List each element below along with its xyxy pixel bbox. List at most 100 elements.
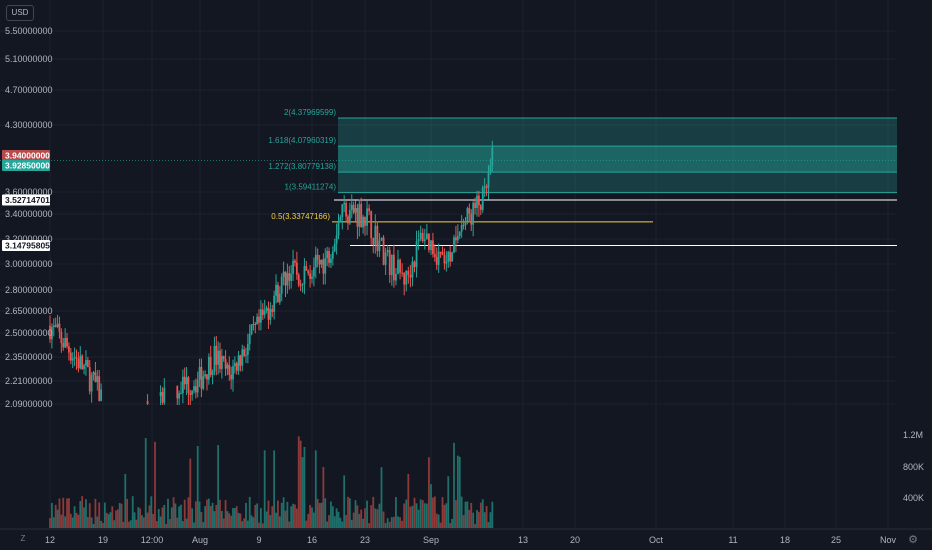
volume-bar [178, 506, 180, 528]
volume-bar [262, 523, 264, 528]
time-axis[interactable]: 12 19 12:00 Aug 9 16 23 Sep 13 20 Oct 11 18 25 Nov [45, 535, 897, 545]
candle-body [160, 392, 162, 396]
volume-bar [430, 484, 432, 528]
candle-body [245, 355, 247, 356]
candle-body [315, 255, 317, 268]
candle-body [300, 285, 302, 286]
volume-bar [426, 503, 428, 528]
volume-bar [324, 498, 326, 528]
volume-bar [370, 505, 372, 528]
candle-body [292, 261, 294, 274]
candle-body [302, 284, 304, 285]
volume-bar [482, 499, 484, 528]
candle-body [391, 255, 393, 275]
volume-bar [60, 515, 62, 528]
candle-body [442, 252, 444, 255]
volume-bar [186, 519, 188, 528]
volume-bar [268, 500, 270, 528]
volume-bar [96, 517, 98, 528]
candle-body [397, 260, 399, 274]
volume-bar [245, 503, 247, 528]
candle-body [64, 338, 66, 347]
volume-bar [147, 513, 149, 528]
candle-body [53, 325, 55, 327]
candle-body [83, 365, 85, 369]
volume-bar [351, 520, 353, 528]
candle-body [199, 367, 201, 380]
volume-bar [247, 521, 249, 528]
volume-bar [150, 496, 152, 528]
volume-bar [362, 519, 364, 528]
volume-bar [405, 500, 407, 528]
candle-body [364, 217, 366, 226]
candle-body [366, 208, 368, 225]
price-tick-label: 5.50000000 [5, 26, 53, 36]
volume-bar [315, 450, 317, 528]
candle-body [313, 268, 315, 277]
volume-bar [468, 510, 470, 528]
price-tick-label: 2.80000000 [5, 285, 53, 295]
candle-body [434, 254, 436, 257]
candle-body [326, 251, 328, 258]
candle-body [309, 273, 311, 279]
candle-body [243, 349, 245, 356]
volume-bar [286, 502, 288, 528]
fib-level-label: 1.618(4.07960319) [268, 136, 336, 145]
candle-body [95, 372, 97, 382]
volume-bar [176, 518, 178, 528]
volume-bar [339, 518, 341, 528]
candle-body [317, 255, 319, 260]
candle-body [430, 240, 432, 250]
price-axis[interactable]: 5.50000000 5.10000000 4.70000000 4.30000000… [5, 26, 53, 409]
volume-bar [418, 510, 420, 528]
volume-bar [182, 521, 184, 528]
volume-bar [228, 513, 230, 528]
volume-bar [281, 503, 283, 528]
volume-bar [275, 513, 277, 528]
candle-body [403, 273, 405, 285]
volume-bar [57, 510, 59, 528]
fib-level-label: 0.5(3.33747166) [271, 212, 330, 221]
volume-bar [285, 511, 287, 528]
candle-body [98, 376, 100, 401]
volume-bar [139, 508, 141, 528]
volume-bar [81, 496, 83, 528]
candle-body [204, 374, 206, 376]
volume-bar [134, 512, 136, 528]
volume-bar [160, 516, 162, 528]
gear-icon[interactable]: ⚙ [906, 533, 920, 547]
candle-body [266, 308, 268, 311]
volume-bar [106, 513, 108, 528]
candle-body [401, 273, 403, 274]
candle-body [322, 259, 324, 273]
candle-body [360, 204, 362, 228]
volume-bar [204, 506, 206, 528]
price-tick-label: 2.35000000 [5, 352, 53, 362]
volume-bar [117, 509, 119, 528]
currency-button[interactable]: USD [6, 5, 34, 21]
candle-body [385, 253, 387, 265]
volume-bar [290, 506, 292, 528]
volume-bar [238, 513, 240, 528]
volume-bar [277, 500, 279, 528]
candle-body [372, 238, 374, 245]
candle-body [387, 250, 389, 253]
candle-body [307, 271, 309, 274]
volume-bar [149, 505, 151, 528]
candle-body [251, 324, 253, 334]
volume-bar [476, 510, 478, 528]
volume-bar [227, 511, 229, 528]
volume-bar [243, 518, 245, 528]
volume-bar [283, 497, 285, 528]
price-tag-label: 3.94000000 [5, 150, 50, 160]
fibonacci-extension[interactable]: 2(4.37969599) 1.618(4.07960319) 1.272(3.80… [268, 108, 897, 222]
candle-body [225, 359, 227, 368]
candle-body [470, 214, 472, 225]
fib-level-label: 1.272(3.80779138) [268, 162, 336, 171]
volume-bar [434, 496, 436, 528]
volume-bar [236, 506, 238, 528]
zoom-icon[interactable]: Z [17, 533, 29, 545]
candle-body [328, 251, 330, 263]
volume-bar [199, 502, 201, 528]
